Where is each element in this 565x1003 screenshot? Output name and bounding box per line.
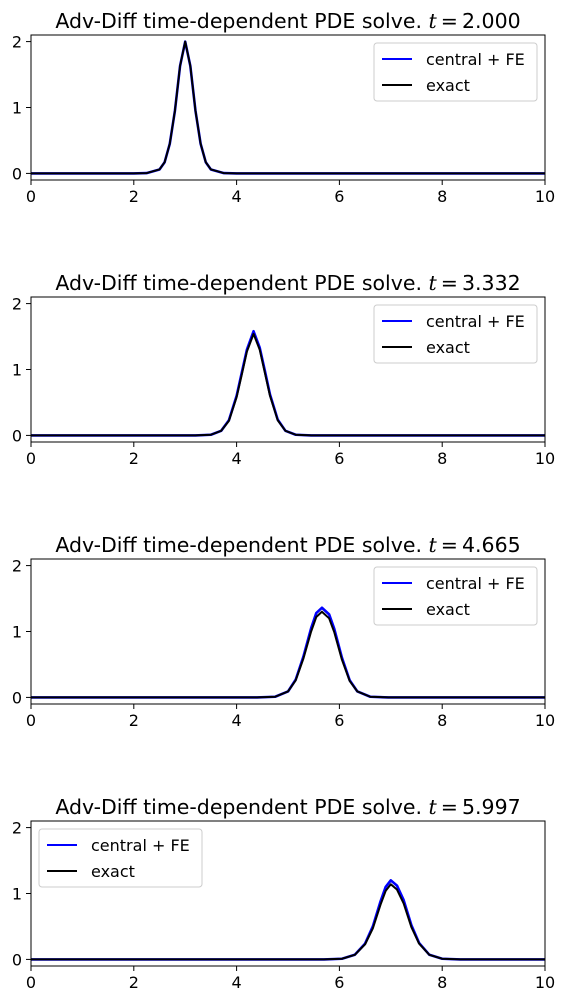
legend-box <box>373 42 538 102</box>
title-prefix: Adv-Diff time-dependent PDE solve. <box>55 795 422 819</box>
subplot-3: Adv-Diff time-dependent PDE solve. t = 4.6… <box>12 533 555 730</box>
y-tick-label: 1 <box>12 361 22 380</box>
title-time-value: 5.997 <box>462 795 521 819</box>
subplot-1: Adv-Diff time-dependent PDE solve. t = 2.0… <box>12 9 555 206</box>
legend-label-exact: exact <box>426 338 470 357</box>
x-tick-label: 4 <box>232 973 242 992</box>
x-tick-label: 10 <box>535 973 555 992</box>
legend-box <box>38 828 203 888</box>
series-group <box>31 879 545 961</box>
x-tick-label: 10 <box>535 711 555 730</box>
y-tick-label: 2 <box>12 557 22 576</box>
subplot-4: Adv-Diff time-dependent PDE solve. t = 5.9… <box>12 795 555 992</box>
title-time-value: 4.665 <box>462 533 521 557</box>
x-tick-label: 2 <box>129 187 139 206</box>
title-time-variable: t <box>429 271 438 295</box>
x-tick-label: 0 <box>26 711 36 730</box>
y-tick-label: 1 <box>12 885 22 904</box>
title-equals: = <box>441 271 458 295</box>
y-tick-label: 0 <box>12 164 22 183</box>
legend-box <box>373 304 538 364</box>
series-group <box>31 606 545 699</box>
y-tick-label: 1 <box>12 99 22 118</box>
title-time-variable: t <box>429 533 438 557</box>
x-tick-label: 6 <box>334 449 344 468</box>
legend-label-central-fe: central + FE <box>91 836 190 855</box>
x-tick-label: 4 <box>232 711 242 730</box>
x-tick-label: 0 <box>26 973 36 992</box>
title-prefix: Adv-Diff time-dependent PDE solve. <box>55 9 422 33</box>
legend-label-exact: exact <box>426 76 470 95</box>
title-equals: = <box>441 795 458 819</box>
title-time-variable: t <box>429 9 438 33</box>
x-tick-label: 2 <box>129 973 139 992</box>
x-tick-label: 0 <box>26 449 36 468</box>
y-tick-label: 0 <box>12 688 22 707</box>
title-time-variable: t <box>429 795 438 819</box>
x-tick-label: 6 <box>334 187 344 206</box>
x-tick-label: 10 <box>535 187 555 206</box>
series-line-exact <box>31 332 545 437</box>
chart-title: Adv-Diff time-dependent PDE solve. t = 3.3… <box>55 271 520 295</box>
legend-box <box>373 566 538 626</box>
y-tick-label: 1 <box>12 623 22 642</box>
series-line-exact <box>31 40 545 175</box>
y-tick-label: 2 <box>12 819 22 838</box>
x-tick-label: 4 <box>232 449 242 468</box>
series-line-exact <box>31 883 545 961</box>
x-tick-label: 2 <box>129 711 139 730</box>
title-prefix: Adv-Diff time-dependent PDE solve. <box>55 271 422 295</box>
x-tick-label: 8 <box>437 187 447 206</box>
series-line-central-fe <box>31 879 545 961</box>
series-group <box>31 329 545 437</box>
x-tick-label: 4 <box>232 187 242 206</box>
title-time-value: 2.000 <box>462 9 521 33</box>
legend: central + FE exact <box>373 566 538 626</box>
legend: central + FE exact <box>373 42 538 102</box>
title-equals: = <box>441 9 458 33</box>
legend: central + FE exact <box>38 828 203 888</box>
x-tick-label: 10 <box>535 449 555 468</box>
x-tick-label: 2 <box>129 449 139 468</box>
title-equals: = <box>441 533 458 557</box>
series-line-exact <box>31 610 545 699</box>
legend-label-central-fe: central + FE <box>426 50 525 69</box>
x-tick-label: 8 <box>437 711 447 730</box>
y-tick-label: 0 <box>12 426 22 445</box>
x-tick-label: 6 <box>334 711 344 730</box>
subplot-2: Adv-Diff time-dependent PDE solve. t = 3.3… <box>12 271 555 468</box>
chart-title: Adv-Diff time-dependent PDE solve. t = 2.0… <box>55 9 520 33</box>
series-group <box>31 40 545 175</box>
x-tick-label: 8 <box>437 449 447 468</box>
x-tick-label: 0 <box>26 187 36 206</box>
legend-label-central-fe: central + FE <box>426 312 525 331</box>
x-tick-label: 8 <box>437 973 447 992</box>
legend: central + FE exact <box>373 304 538 364</box>
x-tick-label: 6 <box>334 973 344 992</box>
y-tick-label: 0 <box>12 950 22 969</box>
legend-label-exact: exact <box>426 600 470 619</box>
legend-label-central-fe: central + FE <box>426 574 525 593</box>
title-prefix: Adv-Diff time-dependent PDE solve. <box>55 533 422 557</box>
y-tick-label: 2 <box>12 295 22 314</box>
chart-title: Adv-Diff time-dependent PDE solve. t = 4.6… <box>55 533 520 557</box>
title-time-value: 3.332 <box>462 271 521 295</box>
legend-label-exact: exact <box>91 862 135 881</box>
y-tick-label: 2 <box>12 33 22 52</box>
chart-title: Adv-Diff time-dependent PDE solve. t = 5.9… <box>55 795 520 819</box>
